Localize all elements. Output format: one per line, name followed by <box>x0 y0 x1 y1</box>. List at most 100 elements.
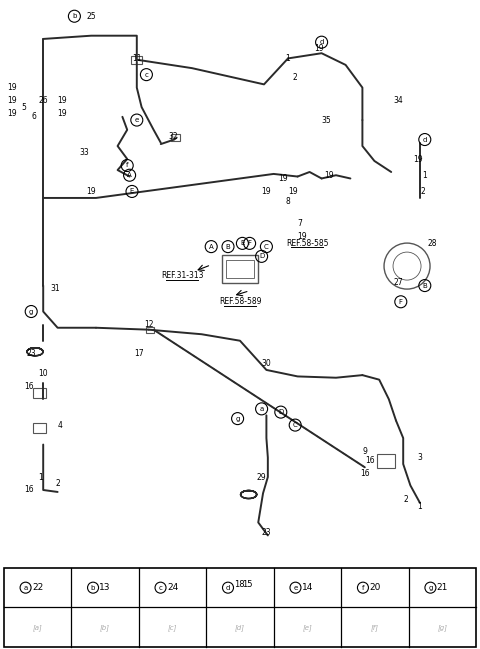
Text: 29: 29 <box>257 472 266 482</box>
Text: 19: 19 <box>58 109 67 118</box>
Text: [e]: [e] <box>302 624 312 631</box>
Text: 19: 19 <box>288 187 298 196</box>
Text: 19: 19 <box>7 96 17 105</box>
Text: C: C <box>293 422 298 428</box>
Text: 2: 2 <box>293 73 298 82</box>
Text: b: b <box>72 13 77 19</box>
Text: d: d <box>319 39 324 45</box>
Text: e: e <box>135 117 139 123</box>
Text: d: d <box>226 585 230 591</box>
Text: 2: 2 <box>403 495 408 504</box>
Bar <box>132 56 142 64</box>
Text: 16: 16 <box>365 456 374 465</box>
Text: [a]: [a] <box>33 624 42 631</box>
Text: g: g <box>29 308 34 315</box>
Text: 21: 21 <box>437 583 448 592</box>
Text: 31: 31 <box>50 284 60 293</box>
Text: c: c <box>144 71 148 78</box>
Text: 2: 2 <box>55 479 60 488</box>
Bar <box>171 134 180 141</box>
Text: 25: 25 <box>86 12 96 21</box>
Text: 24: 24 <box>167 583 178 592</box>
Bar <box>146 326 154 333</box>
Text: 22: 22 <box>32 583 43 592</box>
Text: 3: 3 <box>418 453 422 462</box>
Text: 1: 1 <box>38 472 43 482</box>
Text: 12: 12 <box>144 320 154 329</box>
Text: 35: 35 <box>322 116 331 125</box>
Text: 1: 1 <box>286 54 290 63</box>
Text: 19: 19 <box>58 96 67 105</box>
Bar <box>4 568 476 647</box>
Text: 1: 1 <box>422 171 427 180</box>
Text: 18: 18 <box>234 580 244 589</box>
Bar <box>222 255 258 284</box>
Text: [c]: [c] <box>168 624 177 631</box>
Text: 19: 19 <box>262 187 271 196</box>
Text: [d]: [d] <box>235 624 245 631</box>
Text: c: c <box>158 585 162 591</box>
Text: f: f <box>362 585 364 591</box>
Text: 23: 23 <box>26 349 36 358</box>
Text: 19: 19 <box>7 83 17 92</box>
Bar <box>377 454 396 468</box>
Text: 6: 6 <box>31 112 36 121</box>
Text: REF.31-313: REF.31-313 <box>161 271 204 280</box>
Text: D: D <box>278 409 283 415</box>
Text: E: E <box>130 188 134 195</box>
Text: 2: 2 <box>420 187 425 196</box>
Text: 16: 16 <box>360 469 370 478</box>
Bar <box>33 387 46 398</box>
Text: 13: 13 <box>99 583 111 592</box>
Text: 19: 19 <box>278 174 288 183</box>
Text: 27: 27 <box>394 278 403 287</box>
Bar <box>33 423 46 434</box>
Text: REF.58-585: REF.58-585 <box>286 239 328 248</box>
Text: a: a <box>24 585 28 591</box>
Text: 5: 5 <box>22 103 26 112</box>
Text: 32: 32 <box>168 132 178 141</box>
Text: 19: 19 <box>298 232 307 241</box>
Text: [b]: [b] <box>100 624 110 631</box>
Text: g: g <box>235 415 240 422</box>
Text: 19: 19 <box>314 44 324 53</box>
Text: 4: 4 <box>58 421 62 430</box>
Text: e: e <box>293 585 298 591</box>
Text: F: F <box>399 299 403 305</box>
Text: REF.58-589: REF.58-589 <box>219 297 261 306</box>
Text: 17: 17 <box>134 349 144 358</box>
Text: 7: 7 <box>298 219 302 228</box>
Text: 28: 28 <box>427 239 437 248</box>
Bar <box>226 260 254 278</box>
Text: 34: 34 <box>394 96 403 105</box>
Text: B: B <box>422 282 427 289</box>
Text: [g]: [g] <box>437 624 447 631</box>
Text: D: D <box>259 253 264 260</box>
Text: 19: 19 <box>413 154 422 164</box>
Text: 15: 15 <box>242 580 252 589</box>
Text: g: g <box>428 585 432 591</box>
Text: 10: 10 <box>38 369 48 378</box>
Text: A: A <box>127 172 132 178</box>
Text: 20: 20 <box>369 583 381 592</box>
Text: 11: 11 <box>132 54 142 63</box>
Text: 19: 19 <box>324 171 334 180</box>
Text: b: b <box>91 585 95 591</box>
Text: 1: 1 <box>418 502 422 511</box>
Text: [f]: [f] <box>371 624 379 631</box>
Text: 16: 16 <box>24 485 34 495</box>
Text: 33: 33 <box>79 148 89 157</box>
Text: B: B <box>226 243 230 250</box>
Text: 9: 9 <box>362 447 367 456</box>
Text: a: a <box>260 406 264 412</box>
Text: 26: 26 <box>38 96 48 105</box>
Text: A: A <box>209 243 214 250</box>
Text: 23: 23 <box>262 528 271 537</box>
Text: 14: 14 <box>302 583 313 592</box>
Text: 30: 30 <box>262 359 271 368</box>
Text: 19: 19 <box>7 109 17 118</box>
Text: d: d <box>422 136 427 143</box>
Text: C: C <box>264 243 269 250</box>
Text: 8: 8 <box>286 197 290 206</box>
Text: E: E <box>240 240 245 247</box>
